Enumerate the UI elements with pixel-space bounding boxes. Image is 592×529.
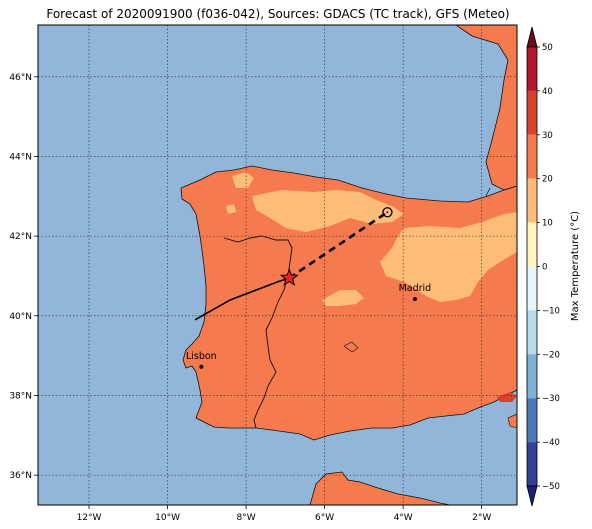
border-spain-andorra [485,187,491,197]
colorbar-segment [527,178,537,223]
y-tick-label: 46°N [9,73,32,83]
map-frame [37,24,518,506]
colorbar: 50 40 30 20 10 0 −10 −20 −30 −40 −50 [526,26,560,507]
colorbar-tick-label: 20 [542,175,553,185]
x-tick-label: 4°W [394,513,413,523]
colorbar-segment [527,398,537,443]
cool-patches [226,172,517,306]
x-tick-label: 2°W [472,513,491,523]
france-land [455,25,517,191]
storm-track [194,207,393,321]
x-tick-label: 12°W [77,513,102,523]
africa-land [309,471,451,505]
y-tick-label: 40°N [9,312,32,322]
y-axis: 46°N 44°N 42°N 40°N 38°N 36°N [9,73,38,481]
figure-title: Forecast of 2020091900 (f036-042), Sourc… [46,7,509,21]
colorbar-segment [527,310,537,355]
colorbar-segment [527,134,537,179]
cities-layer: Madrid Lisbon [186,283,431,369]
y-tick-label: 38°N [9,391,32,401]
colorbar-segment [527,266,537,311]
hot-patch [497,392,517,402]
x-tick-label: 10°W [155,513,180,523]
river-detail [343,341,359,353]
border-portugal-spain [223,235,293,429]
forecast-track-line [288,211,389,280]
colorbar-tick-label: −10 [542,306,560,316]
forecast-position-dot [386,211,389,214]
forecast-position-marker [382,207,393,218]
colorbar-tick-label: −30 [542,394,560,404]
colorbar-tick-label: 30 [542,131,553,141]
city-marker [412,297,417,302]
colorbar-segment [527,47,537,91]
colorbar-segment [527,442,537,486]
storm-position-star-icon [279,267,299,286]
y-tick-label: 36°N [9,471,32,481]
colorbar-tick-label: 40 [542,87,553,97]
grid-lines [38,25,517,505]
colorbar-tick-label: −40 [542,438,560,448]
x-tick-label: 8°W [237,513,256,523]
x-axis: 12°W 10°W 8°W 6°W 4°W 2°W [77,505,491,523]
colorbar-tick-label: 0 [542,263,547,273]
colorbar-tick-label: −50 [542,482,560,492]
past-track-line [194,277,290,321]
y-tick-label: 44°N [9,152,32,162]
city-marker [199,364,204,369]
colorbar-min-extend [526,485,538,507]
colorbar-max-extend [526,26,538,48]
colorbar-segment [527,222,537,267]
colorbar-segment [527,90,537,135]
map-area: Madrid Lisbon [38,25,517,505]
island-east [507,413,517,429]
city-label: Madrid [399,283,432,294]
city-label: Lisbon [186,351,217,362]
colorbar-segment [527,354,537,399]
colorbar-tick-label: 10 [542,219,553,229]
y-tick-label: 42°N [9,232,32,242]
colorbar-tick-label: 50 [542,43,553,53]
colorbar-label: Max Temperature (°C) [570,211,581,321]
colorbar-tick-label: −20 [542,350,560,360]
x-tick-label: 6°W [315,513,334,523]
